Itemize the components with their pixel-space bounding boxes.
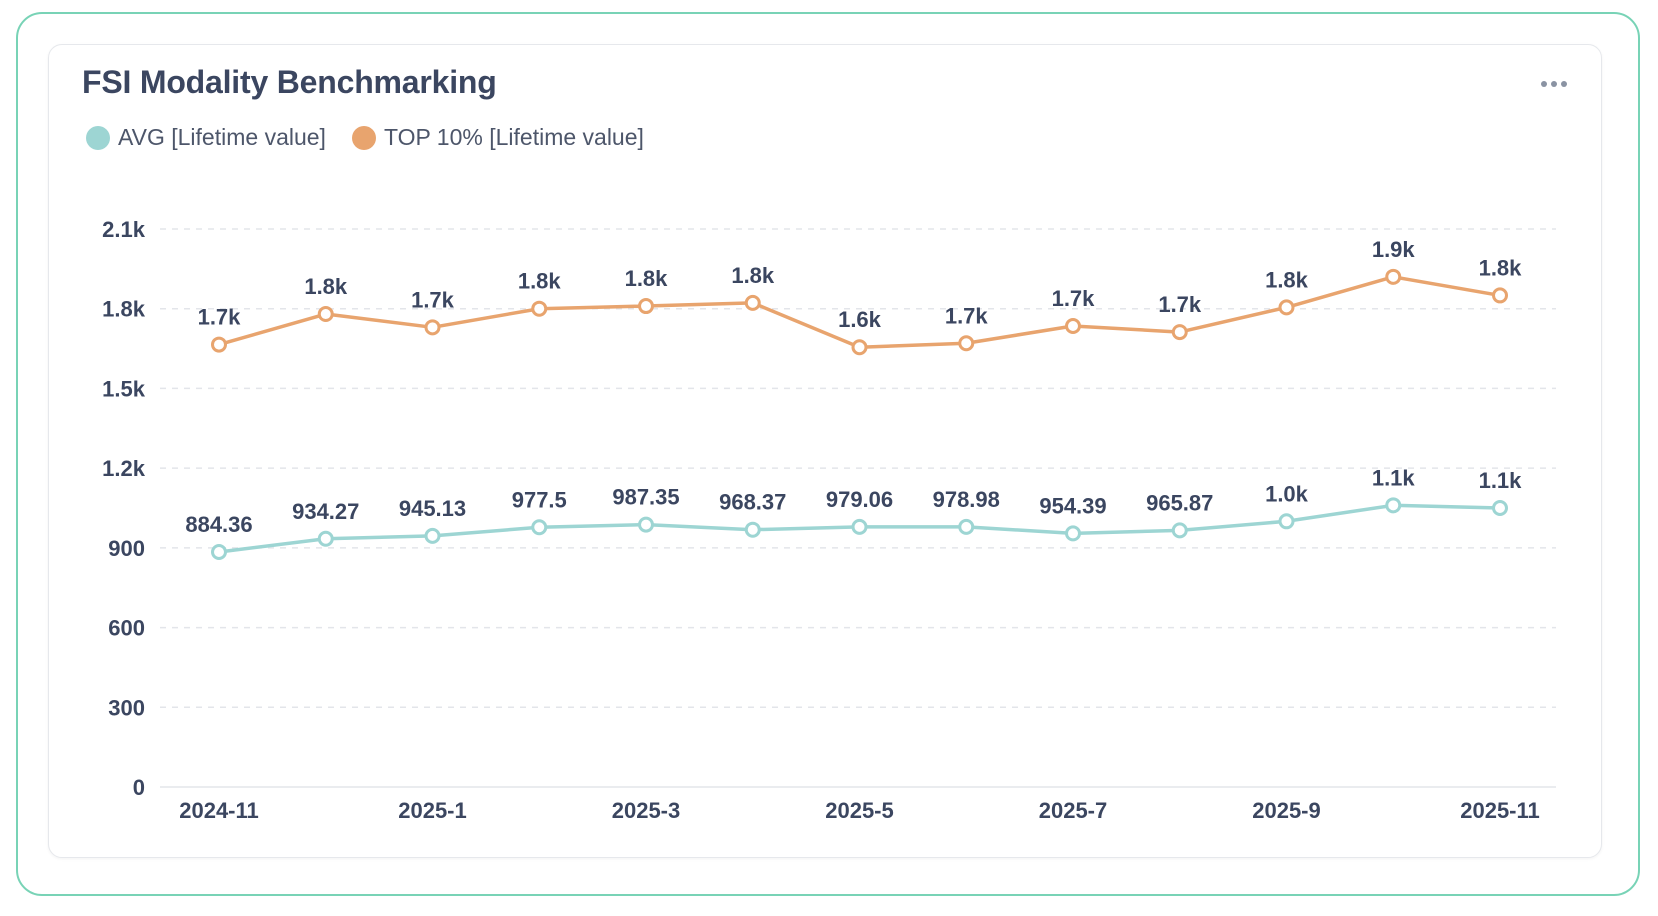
x-tick-label: 2025-7 [1039,798,1108,823]
more-horizontal-icon [1541,81,1547,87]
data-label: 1.7k [945,303,989,328]
data-label: 1.8k [518,269,562,294]
data-label: 1.8k [731,263,775,288]
data-label: 979.06 [826,487,893,512]
data-point[interactable] [1065,317,1081,334]
x-tick-label: 2025-9 [1252,798,1321,823]
data-label: 1.1k [1372,465,1416,490]
y-tick-label: 1.5k [102,376,146,401]
chart-legend: AVG [Lifetime value] TOP 10% [Lifetime v… [86,124,670,151]
data-point[interactable] [958,518,975,535]
data-point[interactable] [424,527,441,544]
data-point[interactable] [744,521,761,538]
data-label: 945.13 [399,496,466,521]
data-point[interactable] [1492,287,1508,304]
data-point[interactable] [638,516,654,533]
legend-label-avg: AVG [Lifetime value] [118,124,326,150]
data-point[interactable] [424,319,441,336]
y-tick-label: 900 [108,536,145,561]
data-point[interactable] [851,518,868,535]
chart-card [48,44,1602,858]
legend-swatch-avg [86,125,110,150]
data-point[interactable] [1278,299,1295,316]
y-tick-label: 2.1k [102,217,146,242]
x-tick-label: 2025-5 [825,798,894,823]
y-tick-label: 600 [108,616,145,641]
y-tick-label: 0 [133,775,145,800]
data-point[interactable] [638,298,654,315]
data-label: 1.8k [625,266,669,291]
legend-item-avg[interactable]: AVG [Lifetime value] [86,124,326,151]
data-label: 934.27 [292,499,359,524]
data-point[interactable] [1385,497,1402,514]
data-point[interactable] [317,306,334,323]
y-tick-label: 1.8k [102,297,146,322]
data-label: 1.7k [1158,292,1202,317]
legend-swatch-top10 [351,125,376,150]
data-label: 884.36 [185,512,252,537]
data-point[interactable] [744,294,761,311]
data-label: 954.39 [1039,493,1106,518]
data-point[interactable] [1171,324,1188,341]
data-label: 1.6k [838,307,882,332]
legend-label-top10: TOP 10% [Lifetime value] [383,124,644,150]
data-label: 1.8k [1265,267,1309,292]
data-label: 1.7k [1052,286,1096,311]
data-point[interactable] [1171,522,1188,539]
x-tick-label: 2024-11 [179,798,259,823]
data-point[interactable] [317,530,334,547]
more-options-button[interactable] [1536,70,1572,98]
chart-title: FSI Modality Benchmarking [82,64,497,100]
data-label: 1.1k [1479,468,1523,493]
data-label: 987.35 [612,485,679,510]
legend-item-top10[interactable]: TOP 10% [Lifetime value] [351,124,644,151]
x-tick-label: 2025-3 [612,798,681,823]
data-label: 977.5 [512,487,567,512]
data-label: 965.87 [1146,490,1213,515]
data-label: 1.9k [1372,237,1416,262]
data-label: 1.8k [304,274,348,299]
data-point[interactable] [1278,513,1295,530]
data-point[interactable] [958,335,975,352]
more-horizontal-icon [1561,81,1567,87]
y-tick-label: 300 [108,695,145,720]
data-point[interactable] [211,336,227,353]
data-point[interactable] [1065,525,1081,542]
data-label: 968.37 [719,490,786,515]
data-label: 978.98 [933,487,1000,512]
data-label: 1.7k [198,305,242,330]
data-point[interactable] [531,300,548,317]
data-point[interactable] [531,519,548,536]
more-horizontal-icon [1551,81,1557,87]
data-point[interactable] [1385,268,1402,285]
data-label: 1.8k [1479,255,1523,280]
data-label: 1.7k [411,287,455,312]
y-tick-label: 1.2k [102,456,146,481]
data-point[interactable] [1492,500,1508,516]
data-label: 1.0k [1265,481,1309,506]
data-point[interactable] [851,339,868,356]
data-point[interactable] [211,544,227,561]
x-tick-label: 2025-1 [398,798,467,823]
x-tick-label: 2025-11 [1460,798,1540,823]
